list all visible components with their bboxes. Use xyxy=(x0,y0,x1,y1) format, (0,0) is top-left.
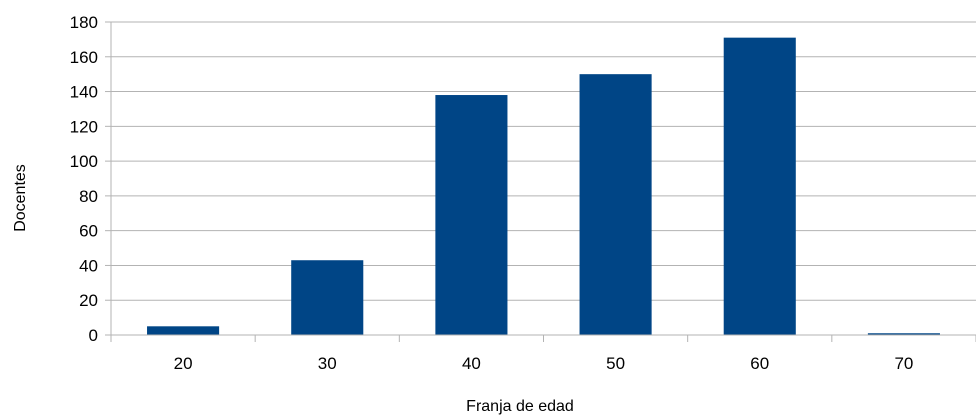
axes xyxy=(105,21,976,342)
bar-40 xyxy=(435,95,508,336)
x-tick-label: 50 xyxy=(606,354,625,373)
x-tick-label: 20 xyxy=(174,354,193,373)
x-axis-title: Franja de edad xyxy=(466,398,574,415)
bar-30 xyxy=(291,260,364,335)
bars xyxy=(147,37,940,336)
bar-20 xyxy=(147,326,220,335)
y-tick-label: 80 xyxy=(79,187,98,206)
x-tick-label: 60 xyxy=(750,354,769,373)
y-tick-label: 100 xyxy=(70,152,98,171)
bar-60 xyxy=(723,37,796,336)
y-tick-label: 60 xyxy=(79,222,98,241)
bar-70 xyxy=(867,333,940,335)
y-tick-label: 160 xyxy=(70,48,98,67)
y-tick-label: 0 xyxy=(89,326,98,345)
y-tick-label: 20 xyxy=(79,291,98,310)
y-axis-title: Docentes xyxy=(12,164,29,232)
y-tick-label: 140 xyxy=(70,83,98,102)
y-tick-label: 180 xyxy=(70,13,98,32)
x-tick-label: 40 xyxy=(462,354,481,373)
bar-50 xyxy=(579,74,652,336)
grid-lines xyxy=(111,21,976,336)
y-tick-label: 120 xyxy=(70,117,98,136)
x-tick-label: 70 xyxy=(894,354,913,373)
tick-labels: 0 20 40 60 80 100 120 140 160 180 20 30 40 50 60 70 xyxy=(70,13,914,373)
y-tick-label: 40 xyxy=(79,256,98,275)
x-tick-label: 30 xyxy=(318,354,337,373)
